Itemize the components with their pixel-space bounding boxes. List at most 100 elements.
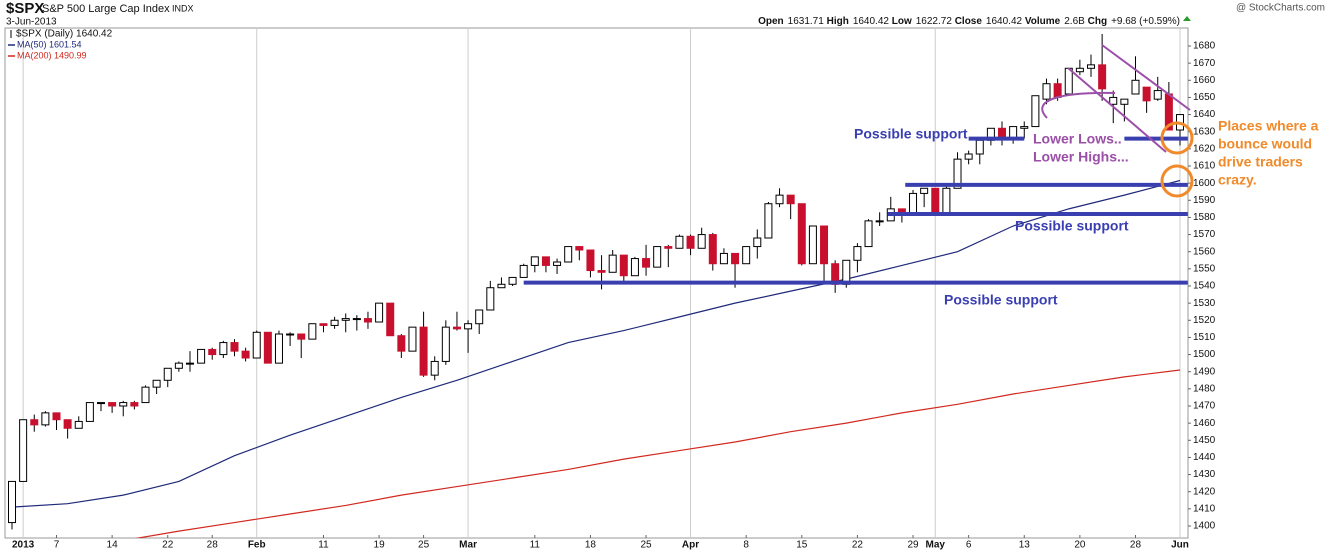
candle-body: [397, 335, 406, 352]
x-tick-label: Jun: [1171, 540, 1189, 551]
candle-body: [130, 402, 139, 407]
trend-label: Lower Highs...: [1033, 149, 1129, 165]
y-tick-label: 1550: [1193, 263, 1216, 274]
bounce-note: bounce would: [1218, 136, 1312, 152]
candle-body: [853, 246, 862, 261]
candle-body: [63, 419, 72, 429]
candle-body: [119, 402, 128, 407]
symbol: $SPX: [6, 0, 44, 17]
y-tick-label: 1410: [1193, 503, 1216, 514]
y-tick-label: 1460: [1193, 418, 1216, 429]
candle-body: [586, 249, 595, 272]
y-tick-label: 1530: [1193, 298, 1216, 309]
candle-body: [375, 302, 384, 323]
candle-body: [541, 256, 550, 266]
candle-body: [808, 225, 817, 265]
candle-body: [1120, 98, 1129, 105]
quote-value: 1640.42: [853, 16, 890, 27]
y-tick-label: 1440: [1193, 452, 1216, 463]
candle-body: [163, 367, 172, 381]
y-tick-label: 1640: [1193, 109, 1216, 120]
legend-entry: MA(200) 1490.99: [17, 50, 87, 60]
candle-body: [108, 402, 117, 407]
candle-body: [341, 318, 350, 321]
y-tick-label: 1660: [1193, 75, 1216, 86]
x-tick-label: 20: [1074, 540, 1086, 551]
candle-body: [931, 187, 940, 215]
quote-label: Close: [955, 16, 983, 27]
x-tick-label: May: [926, 540, 946, 551]
y-tick-label: 1570: [1193, 229, 1216, 240]
candle-body: [742, 246, 751, 265]
y-tick-label: 1400: [1193, 521, 1216, 532]
candle-body: [297, 333, 306, 340]
y-tick-label: 1420: [1193, 486, 1216, 497]
candle-body: [386, 302, 395, 337]
y-tick-label: 1590: [1193, 195, 1216, 206]
candle-body: [575, 246, 584, 251]
y-tick-label: 1560: [1193, 246, 1216, 257]
candle-body: [553, 261, 562, 266]
candle-body: [263, 331, 272, 364]
x-tick-label: Feb: [248, 540, 266, 551]
candle-body: [719, 252, 728, 265]
candle-body: [775, 194, 784, 205]
candle-body: [352, 318, 361, 321]
quote-label: Open: [758, 16, 784, 27]
candle-body: [686, 235, 695, 249]
annotations: Possible support Possible support Possib…: [854, 44, 1319, 308]
support-label: Possible support: [1015, 218, 1129, 234]
candle-body: [1020, 126, 1029, 129]
candle-body: [141, 386, 150, 404]
bounce-note: drive traders: [1218, 154, 1303, 170]
candle-body: [764, 203, 773, 239]
candle-body: [942, 187, 951, 215]
candle-body: [697, 234, 706, 249]
highlight-circle: [1160, 164, 1194, 198]
x-tick-label: 11: [318, 540, 329, 551]
candle-body: [452, 326, 461, 330]
x-tick-label: 11: [530, 540, 541, 551]
x-tick-label: 29: [907, 540, 919, 551]
candle-body: [441, 326, 450, 362]
candle-body: [152, 379, 161, 388]
highlight-circle: [1160, 121, 1194, 155]
y-tick-label: 1480: [1193, 383, 1216, 394]
y-tick-label: 1680: [1193, 41, 1216, 52]
x-tick-label: Mar: [459, 540, 477, 551]
candle-body: [864, 220, 873, 248]
up-arrow: [1183, 16, 1191, 21]
candle-body: [308, 323, 317, 340]
x-tick-label: 18: [585, 540, 597, 551]
candle-body: [486, 287, 495, 311]
quote-value: 1631.71: [788, 16, 825, 27]
candle-body: [185, 362, 194, 365]
legend-entry: MA(50) 1601.54: [17, 39, 82, 49]
x-tick-label: 25: [418, 540, 430, 551]
candle-body: [608, 254, 617, 273]
plot: [8, 34, 1188, 538]
trend-label: Lower Lows..: [1033, 131, 1122, 147]
quote: Open 1631.71 High 1640.42 Low 1622.72 Close…: [758, 16, 1191, 27]
candle-body: [975, 139, 984, 155]
x-tick-label: 6: [966, 540, 972, 551]
quote-line: Open 1631.71 High 1640.42 Low 1622.72 Close…: [758, 16, 1180, 27]
candle-body: [920, 187, 929, 194]
ma-line: [11, 179, 1181, 508]
candle-body: [8, 480, 17, 524]
candle-body: [953, 158, 962, 189]
x-tick-label: 19: [374, 540, 386, 551]
candle-body: [230, 342, 239, 352]
x-tick-label: 7: [54, 540, 60, 551]
y-tick-label: 1580: [1193, 212, 1216, 223]
index-name: S&P 500 Large Cap Index: [42, 3, 170, 15]
candle-body: [85, 402, 94, 422]
legend-entry: $SPX (Daily) 1640.42: [16, 29, 113, 40]
support-label: Possible support: [944, 292, 1058, 308]
credit: @ StockCharts.com: [1236, 3, 1325, 14]
candle-body: [430, 360, 439, 376]
candle-body: [1053, 83, 1062, 98]
candle-body: [519, 264, 528, 278]
candle-body: [875, 220, 884, 223]
